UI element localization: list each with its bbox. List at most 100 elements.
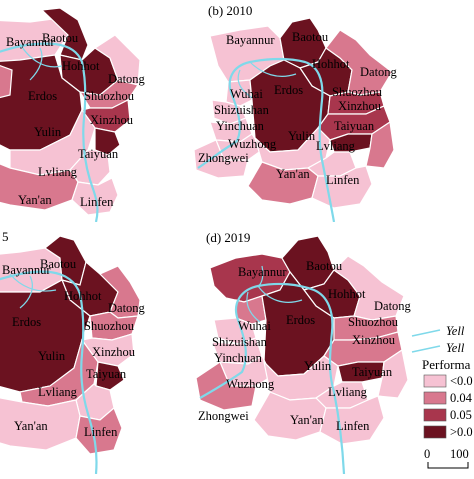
panel-b-label: (b) 2010 [208,3,252,18]
panel-d-city-baotou: Baotou [306,259,343,273]
panel-d-city-yinchuan: Yinchuan [214,351,263,365]
legend-river-label-2: Yell [446,341,465,355]
scale-label-100: 100 [450,447,469,461]
region-taiyuan[interactable] [95,361,125,391]
panel-b-city-shuozhou: Shuozhou [332,85,383,99]
panel-d-city-zhongwei: Zhongwei [198,409,249,423]
panel-b-city-wuzhong: Wuzhong [228,137,277,151]
panel-b [193,17,395,222]
panel-c-city-erdos: Erdos [12,315,41,329]
yellow-river [0,270,98,474]
legend-river-line-1 [411,329,441,337]
panel-b-city-yanan: Yan'an [276,167,310,181]
panel-c-city-datong: Datong [108,301,146,315]
panel-b-city-hohhot: Hohhot [312,57,350,71]
panel-a-city-shuozhou: Shuozhou [84,89,135,103]
yellow-river [199,282,346,474]
legend-swatch-3 [423,408,447,422]
panel-b-city-baotou: Baotou [292,30,329,44]
panel-c-label: 5 [2,229,9,244]
tributary [246,265,303,323]
panel-c-city-yulin: Yulin [38,349,66,363]
scale-label-0: 0 [424,447,430,461]
region-outer-west [0,64,13,99]
panel-b-city-yinchuan: Yinchuan [216,119,265,133]
tributary [9,273,57,309]
region-erdos[interactable] [0,279,91,393]
panel-d-city-bayannur: Bayannur [238,265,287,279]
panel-d-city-erdos: Erdos [286,313,315,327]
panel-b-city-linfen: Linfen [326,173,360,187]
panel-c-city-baotou: Baotou [40,257,77,271]
legend-swatch-2 [423,391,447,405]
region-taiyuan[interactable] [94,127,121,156]
panel-c-city-shuozhou: Shuozhou [84,319,135,333]
panel-b-city-zhongwei: Zhongwei [198,151,249,165]
region-datong[interactable] [93,34,141,86]
panel-a-city-hohhot: Hohhot [62,59,100,73]
panel-c-city-linfen: Linfen [84,425,118,439]
scale-bar-line [427,462,469,469]
panel-b-city-lvliang: Lvliang [316,139,356,153]
panel-a [0,7,141,222]
region-linfen[interactable] [75,406,123,455]
panel-a-city-yulin: Yulin [34,125,62,139]
panel-d-city-datong: Datong [374,299,412,313]
panel-c-city-lvliang: Lvliang [38,385,78,399]
panel-a-city-baotou: Baotou [42,31,79,45]
panel-c-city-taiyuan: Taiyuan [86,367,127,381]
legend-swatch-4 [423,425,447,439]
panel-b-city-taiyuan: Taiyuan [334,119,375,133]
legend-class-3: 0.05 [450,408,472,422]
scale-bar: 0 100 [424,447,469,469]
yellow-river [197,57,336,222]
panel-d-city-hohhot: Hohhot [328,287,366,301]
panel-a-city-xinzhou: Xinzhou [90,113,134,127]
panel-b-city-bayannur: Bayannur [226,33,275,47]
panel-d-city-taiyuan: Taiyuan [352,365,393,379]
panel-b-city-xinzhou: Xinzhou [338,99,382,113]
region-wuhai[interactable] [225,79,253,107]
panel-a-city-linfen: Linfen [80,195,114,209]
panel-d-city-shuozhou: Shuozhou [348,315,399,329]
panel-a-city-taiyuan: Taiyuan [78,147,119,161]
region-zhongwei[interactable] [193,139,249,179]
panel-d-city-xinzhou: Xinzhou [352,333,396,347]
panel-d-city-wuhai: Wuhai [238,319,271,333]
legend-swatch-1 [423,374,447,388]
panel-a-city-erdos: Erdos [28,89,57,103]
tributary [19,43,63,81]
panel-d-city-yulin: Yulin [304,359,332,373]
legend-river-label-1: Yell [446,324,465,338]
legend: Yell Yell Performa <0.0 0.04 0.05 >0.0 0… [411,324,473,469]
panel-c-city-hohhot: Hohhot [64,289,102,303]
panel-b-city-erdos: Erdos [274,83,303,97]
panel-a-city-datong: Datong [108,72,146,86]
panel-c [0,235,141,474]
region-baotou[interactable] [40,7,89,61]
panel-d-city-yanan: Yan'an [290,413,324,427]
legend-river-line-2 [411,345,441,353]
panel-d-label: (d) 2019 [206,230,250,245]
panel-a-city-yanan: Yan'an [18,193,52,207]
panel-d-city-shizuishan: Shizuishan [212,335,268,349]
region-linfen[interactable] [311,165,373,209]
panel-d-city-linfen: Linfen [336,419,370,433]
region-zhongwei[interactable] [195,361,257,411]
panel-c-city-bayannur: Bayannur [2,263,51,277]
panel-a-city-lvliang: Lvliang [38,165,78,179]
legend-class-1: <0.0 [450,374,473,388]
panel-b-city-yulin: Yulin [288,129,316,143]
panel-b-city-datong: Datong [360,65,398,79]
legend-class-2: 0.04 [450,391,473,405]
panel-a-city-bayannur: Bayannur [6,35,55,49]
tributary [237,61,297,99]
panel-c-city-xinzhou: Xinzhou [92,345,136,359]
panel-d [195,235,409,474]
legend-title: Performa [422,357,471,372]
panel-d-city-wuzhong: Wuzhong [226,377,275,391]
yellow-river [0,42,99,222]
panel-b-city-wuhai: Wuhai [230,87,263,101]
